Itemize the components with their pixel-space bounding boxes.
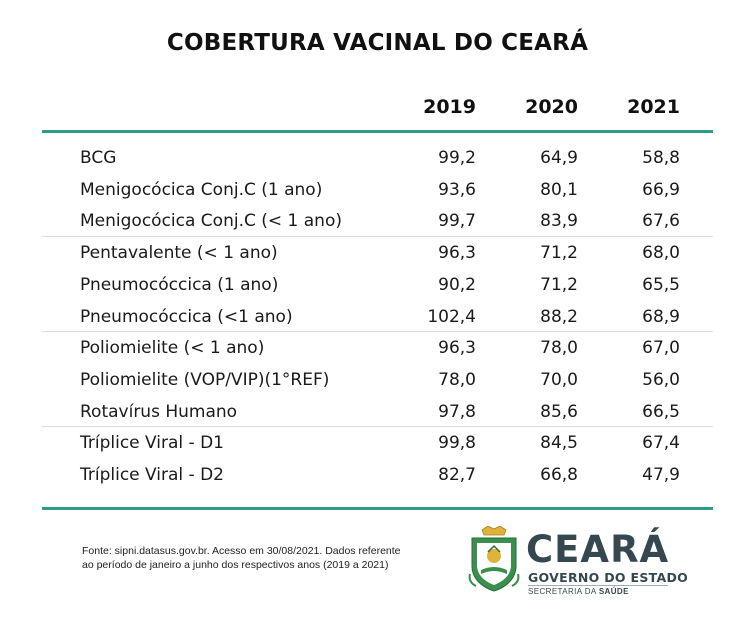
source-note-line-2: ao período de janeiro a junho dos respec… [82,559,389,571]
coverage-value-2019: 99,8 [438,433,476,454]
coverage-value-2020: 64,9 [540,148,578,168]
coverage-value-2020: 83,9 [540,211,578,232]
coverage-value-2019: 97,8 [438,401,476,422]
coverage-value-2021: 67,4 [642,433,680,454]
group-separator [42,236,713,237]
vaccine-name: Pentavalente (< 1 ano) [80,243,278,264]
coverage-value-2020: 78,0 [540,338,578,359]
brand-subtitle: GOVERNO DO ESTADO [528,570,689,585]
coverage-value-2019: 99,2 [438,148,476,168]
vaccine-name: Menigocócica Conj.C (< 1 ano) [80,211,342,232]
vaccine-name: Poliomielite (< 1 ano) [80,338,265,359]
group-separator [42,426,713,427]
group-separator [42,331,713,332]
coverage-value-2019: 102,4 [427,306,476,327]
year-header-2021: 2021 [627,96,680,118]
government-logo: CEARÁ GOVERNO DO ESTADO SECRETARIA DA SA… [468,526,698,606]
coverage-value-2019: 99,7 [438,211,476,232]
coverage-value-2021: 68,0 [642,243,680,264]
coverage-value-2020: 88,2 [540,306,578,327]
coverage-value-2020: 80,1 [540,179,578,200]
brand-name: CEARÁ [526,528,670,571]
coverage-value-2021: 66,5 [642,401,680,422]
coverage-value-2019: 78,0 [438,369,476,390]
coverage-value-2020: 71,2 [540,274,578,295]
vaccine-name: Poliomielite (VOP/VIP)(1°REF) [80,369,330,390]
vaccine-name: Pneumocóccica (<1 ano) [80,306,293,327]
table-row: Pneumocóccica (<1 ano) 102,4 88,2 68,9 [0,301,755,333]
brand-secretaria-prefix: SECRETARIA DA [528,587,599,596]
brand-secretaria-bold: SAÚDE [598,587,629,596]
table-row: BCG 99,2 64,9 58,8 [0,142,755,174]
coverage-value-2020: 66,8 [540,465,578,485]
brand-divider [528,585,668,586]
table-top-rule [42,130,713,133]
page-title: COBERTURA VACINAL DO CEARÁ [166,30,589,56]
year-header-row: 2019 2020 2021 [0,96,755,122]
year-header-2019: 2019 [423,96,476,118]
coverage-value-2019: 82,7 [438,465,476,485]
coverage-value-2020: 71,2 [540,243,578,264]
coverage-value-2019: 96,3 [438,243,476,264]
table-row: Rotavírus Humano 97,8 85,6 66,5 [0,396,755,428]
coverage-value-2019: 93,6 [438,179,476,200]
table-row: Tríplice Viral - D1 99,8 84,5 67,4 [0,427,755,459]
vaccine-name: Tríplice Viral - D1 [80,433,225,454]
coverage-value-2021: 58,8 [642,148,680,168]
coverage-value-2021: 67,6 [642,211,680,232]
table-row: Poliomielite (VOP/VIP)(1°REF) 78,0 70,0 56,… [0,364,755,396]
vaccine-name: Pneumocóccica (1 ano) [80,274,279,295]
table-row: Pentavalente (< 1 ano) 96,3 71,2 68,0 [0,237,755,269]
coverage-value-2021: 56,0 [642,369,680,390]
coverage-value-2019: 96,3 [438,338,476,359]
table-row: Menigocócica Conj.C (< 1 ano) 99,7 83,9 67,… [0,205,755,237]
vaccine-name: Menigocócica Conj.C (1 ano) [80,179,323,200]
coverage-value-2021: 66,9 [642,179,680,200]
table-row: Tríplice Viral - D2 82,7 66,8 47,9 [0,459,755,491]
vaccine-name: Tríplice Viral - D2 [80,465,225,485]
coverage-value-2021: 68,9 [642,306,680,327]
vaccine-name: Rotavírus Humano [80,401,238,422]
source-note-line-1: Fonte: sipni.datasus.gov.br. Acesso em 3… [82,545,401,557]
coverage-value-2021: 65,5 [642,274,680,295]
table-row: Poliomielite (< 1 ano) 96,3 78,0 67,0 [0,332,755,364]
coverage-value-2021: 47,9 [642,465,680,485]
table-row: Menigocócica Conj.C (1 ano) 93,6 80,1 66,9 [0,174,755,206]
coverage-value-2020: 70,0 [540,369,578,390]
coverage-value-2020: 84,5 [540,433,578,454]
table-row: Pneumocóccica (1 ano) 90,2 71,2 65,5 [0,269,755,301]
coverage-value-2020: 85,6 [540,401,578,422]
table-bottom-rule [42,507,713,510]
coverage-value-2021: 67,0 [642,338,680,359]
vaccine-name: BCG [80,148,117,168]
coverage-value-2019: 90,2 [438,274,476,295]
source-note: Fonte: sipni.datasus.gov.br. Acesso em 3… [82,544,412,572]
year-header-2020: 2020 [525,96,578,118]
ceara-state-crest-icon [468,526,520,592]
brand-secretaria: SECRETARIA DA SAÚDE [528,587,629,596]
